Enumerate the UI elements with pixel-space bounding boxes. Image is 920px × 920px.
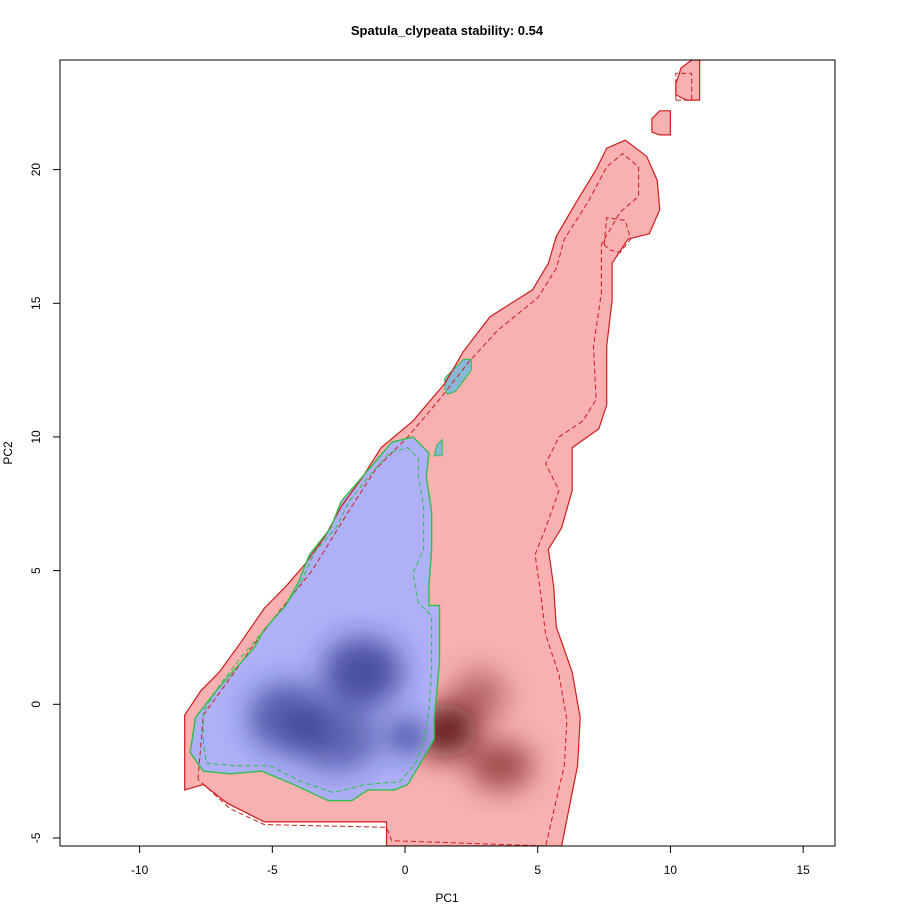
x-tick-label: 5 [534, 863, 541, 877]
blue-density [248, 637, 427, 772]
y-tick-label: 10 [29, 430, 43, 444]
chart-title: Spatula_clypeata stability: 0.54 [351, 23, 544, 38]
red-hole-contour [603, 217, 632, 254]
y-tick-label: 20 [29, 163, 43, 177]
blue-density-peak-3 [293, 706, 379, 772]
red-inner-contour [197, 152, 640, 846]
y-tick-label: -5 [29, 832, 43, 843]
y-tick-label: 5 [29, 567, 43, 574]
x-tick-label: 10 [664, 863, 678, 877]
x-axis: -10 -5 0 5 10 15 [131, 845, 810, 877]
red-loop-contour [675, 72, 693, 101]
y-axis-title: PC2 [1, 441, 15, 465]
x-tick-label: -10 [131, 863, 149, 877]
red-island-contour-0 [651, 110, 672, 136]
x-tick-label: -5 [267, 863, 278, 877]
blue-outer-contour [189, 436, 441, 802]
red-niche-island-0 [651, 110, 671, 135]
y-tick-label: 15 [29, 296, 43, 310]
y-axis: -5 0 5 10 15 20 [29, 163, 61, 843]
red-island-contour-1 [675, 60, 701, 101]
overlap-patch-1 [433, 438, 443, 457]
overlap-patch-0 [444, 358, 472, 395]
blue-density-peak-0 [389, 720, 427, 753]
y-tick-label: 0 [29, 701, 43, 708]
red-niche-island-1 [675, 60, 700, 101]
x-tick-label: 15 [796, 863, 810, 877]
red-density-peak-2 [452, 669, 506, 724]
red-density-peak-1 [468, 741, 533, 790]
blue-density-peak-1 [322, 637, 403, 707]
x-axis-title: PC1 [435, 891, 459, 905]
x-tick-label: 0 [402, 863, 409, 877]
plot-area [184, 60, 701, 846]
blue-inner-contour [202, 447, 433, 794]
